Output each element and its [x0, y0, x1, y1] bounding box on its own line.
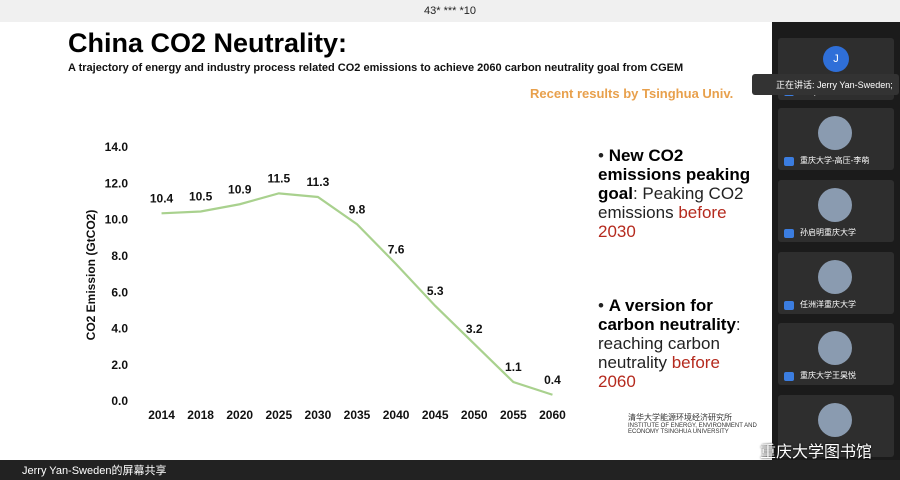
data-label: 9.8	[349, 202, 366, 216]
participant-name: 孙启明重庆大学	[800, 228, 856, 237]
x-tick-label: 2014	[148, 408, 175, 422]
y-tick-label: 14.0	[105, 140, 129, 154]
y-axis-label: CO2 Emission (GtCO2)	[84, 210, 98, 341]
avatar	[818, 188, 852, 222]
participant-name: 重庆大学-高压-李萌	[800, 156, 870, 165]
bullet-bold: New CO2 emissions peaking goal	[598, 146, 751, 203]
user-icon	[784, 229, 794, 238]
logo-english: INSTITUTE OF ENERGY, ENVIRONMENT AND ECO…	[628, 423, 757, 435]
data-label: 0.4	[544, 373, 561, 387]
window-title: 43* *** *10	[0, 0, 900, 22]
slide-subtitle: A trajectory of energy and industry proc…	[68, 62, 684, 74]
user-icon	[784, 157, 794, 166]
avatar	[818, 116, 852, 150]
y-tick-label: 4.0	[111, 322, 128, 336]
y-tick-label: 12.0	[105, 176, 129, 190]
participant-tile[interactable]: 孙启明重庆大学	[778, 180, 894, 242]
data-label: 11.5	[267, 172, 290, 186]
bullet: • A version for carbon neutrality: reach…	[598, 296, 741, 391]
x-tick-label: 2055	[500, 408, 527, 422]
x-tick-label: 2030	[305, 408, 332, 422]
data-label: 10.9	[228, 182, 252, 196]
participant-name: 重庆大学王昊悦	[800, 371, 856, 380]
bullet-highlight: before 2060	[598, 353, 720, 391]
source-note: Recent results by Tsinghua Univ.	[530, 86, 734, 101]
y-tick-label: 8.0	[111, 249, 128, 263]
chart: CO2 Emission (GtCO2) 0.0 2.0 4.0 6.0 8.0 10.0…	[84, 140, 566, 422]
share-status: Jerry Yan-Sweden的屏幕共享	[22, 465, 167, 477]
participant-tile[interactable]: 重庆大学-高压-李萌	[778, 108, 894, 170]
data-label: 11.3	[307, 175, 330, 189]
logo-name: 清华大学能源环境经济研究所	[628, 413, 732, 422]
status-bar	[0, 460, 900, 480]
data-label: 7.6	[388, 242, 405, 256]
participant-tile[interactable]	[778, 395, 894, 457]
slide	[0, 22, 772, 460]
line	[161, 192, 553, 396]
y-tick-label: 0.0	[111, 394, 128, 408]
x-tick-label: 2045	[422, 408, 449, 422]
y-tick-label: 6.0	[111, 285, 128, 299]
data-label: 10.5	[189, 190, 213, 204]
bullet-text: : reaching carbon neutrality	[598, 315, 741, 372]
data-label: 3.2	[466, 322, 483, 336]
data-label: 1.1	[505, 360, 522, 374]
slide-title: China CO2 Neutrality:	[68, 28, 348, 58]
x-tick-label: 2020	[226, 408, 253, 422]
avatar: J	[823, 46, 849, 72]
bullet-text: : Peaking CO2 emissions	[598, 184, 744, 222]
bullet-bold: A version for carbon neutrality	[598, 296, 736, 334]
x-tick-label: 2018	[187, 408, 214, 422]
bullet: • New CO2 emissions peaking goal: Peakin…	[598, 146, 751, 241]
watermark: 重庆大学图书馆	[760, 444, 873, 461]
x-tick-label: 2025	[265, 408, 292, 422]
user-icon	[784, 301, 794, 310]
logo: 清华大学能源环境经济研究所 INSTITUTE OF ENERGY, ENVIRO…	[628, 412, 758, 435]
avatar	[818, 331, 852, 365]
y-tick-label: 2.0	[111, 358, 128, 372]
participant-tile[interactable]: 任洲洋重庆大学	[778, 252, 894, 314]
y-tick-label: 10.0	[105, 213, 129, 227]
data-label: 5.3	[427, 284, 444, 298]
bullet-highlight: before 2030	[598, 203, 727, 241]
participant-name: 任洲洋重庆大学	[800, 300, 856, 309]
speaking-tooltip: 正在讲话: Jerry Yan-Sweden;	[752, 74, 899, 95]
x-tick-label: 2035	[344, 408, 371, 422]
user-icon	[784, 372, 794, 381]
x-tick-label: 2060	[539, 408, 566, 422]
data-label: 10.4	[150, 191, 174, 205]
avatar	[818, 260, 852, 294]
x-tick-label: 2040	[383, 408, 410, 422]
participant-tile[interactable]: 重庆大学王昊悦	[778, 323, 894, 385]
x-tick-label: 2050	[461, 408, 488, 422]
avatar	[818, 403, 852, 437]
